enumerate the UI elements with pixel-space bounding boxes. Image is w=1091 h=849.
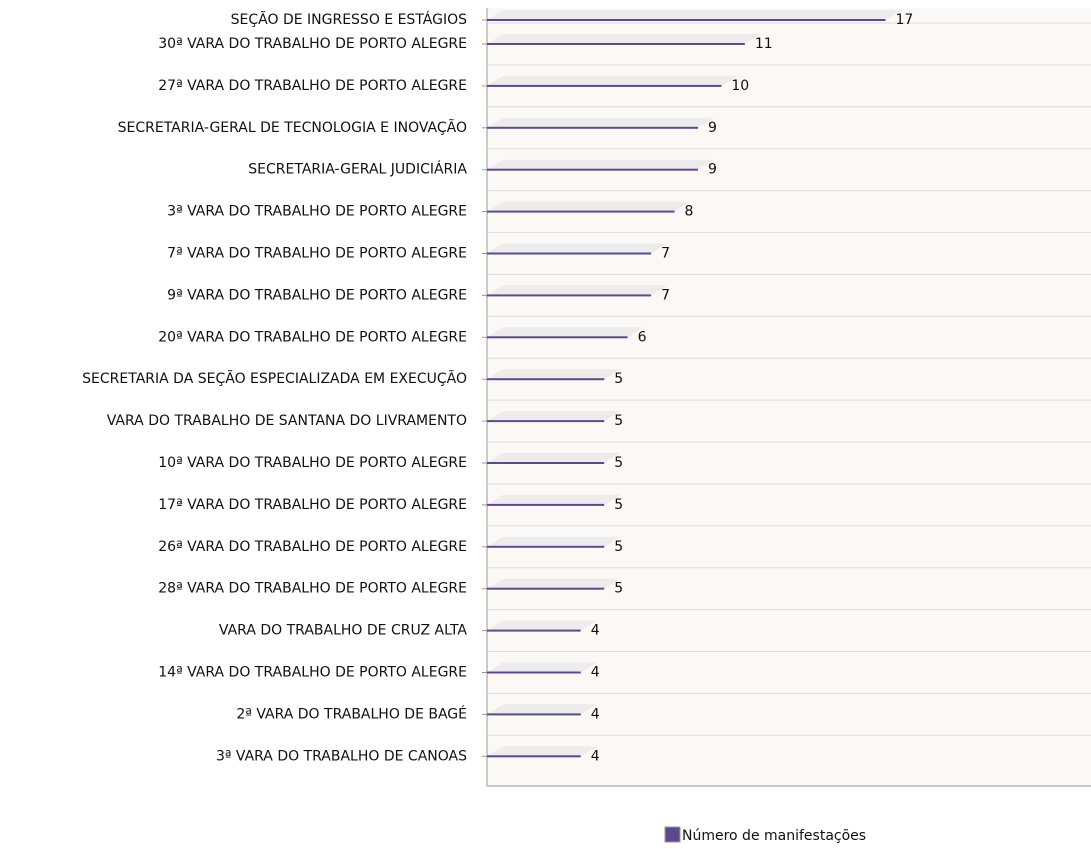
y-tick-label: 28ª VARA DO TRABALHO DE PORTO ALEGRE <box>158 581 467 597</box>
y-tick-label: SEÇÃO DE INGRESSO E ESTÁGIOS <box>231 11 467 28</box>
bar <box>487 587 605 590</box>
bar <box>487 713 581 716</box>
bar-shadow <box>487 620 597 631</box>
bar-shadow <box>487 159 714 170</box>
bar <box>487 503 605 506</box>
data-label: 4 <box>591 623 600 639</box>
bar-shadow <box>487 75 738 86</box>
bar-shadow <box>487 662 597 673</box>
y-tick-label: 3ª VARA DO TRABALHO DE CANOAS <box>216 748 467 764</box>
y-tick-label: 14ª VARA DO TRABALHO DE PORTO ALEGRE <box>158 665 467 681</box>
bar-shadow <box>487 453 621 463</box>
bar <box>487 168 698 171</box>
y-tick-label: 27ª VARA DO TRABALHO DE PORTO ALEGRE <box>158 78 467 94</box>
data-label: 11 <box>755 36 773 52</box>
data-label: 4 <box>591 706 600 722</box>
y-tick-label: VARA DO TRABALHO DE CRUZ ALTA <box>219 623 467 639</box>
bar <box>487 629 581 632</box>
data-label: 5 <box>614 371 623 387</box>
y-tick-label: 30ª VARA DO TRABALHO DE PORTO ALEGRE <box>158 36 467 52</box>
y-tick-label: 9ª VARA DO TRABALHO DE PORTO ALEGRE <box>167 287 467 303</box>
data-label: 6 <box>638 329 647 345</box>
bar <box>487 19 886 21</box>
bar <box>487 252 652 255</box>
data-label: 7 <box>661 246 670 262</box>
bar <box>487 126 698 129</box>
data-label: 17 <box>895 12 913 28</box>
y-tick-label: 17ª VARA DO TRABALHO DE PORTO ALEGRE <box>158 497 467 513</box>
bar <box>487 671 581 674</box>
bar-shadow <box>487 10 902 20</box>
data-label: 8 <box>685 204 694 220</box>
data-label: 5 <box>614 497 623 513</box>
bar <box>487 462 605 464</box>
bar <box>487 420 605 423</box>
data-label: 5 <box>614 455 623 471</box>
data-label: 5 <box>614 581 623 597</box>
bar <box>487 336 628 339</box>
bar-shadow <box>487 704 597 715</box>
y-tick-label: 10ª VARA DO TRABALHO DE PORTO ALEGRE <box>158 455 467 471</box>
data-label: 9 <box>708 162 717 178</box>
bar <box>487 43 745 45</box>
data-label: 9 <box>708 120 717 136</box>
bar <box>487 545 605 548</box>
y-tick-label: SECRETARIA-GERAL JUDICIÁRIA <box>248 161 467 178</box>
data-label: 5 <box>614 539 623 555</box>
bar-shadow <box>487 369 621 380</box>
data-label: 4 <box>591 665 600 681</box>
y-tick-label: 2ª VARA DO TRABALHO DE BAGÉ <box>236 705 467 722</box>
y-tick-label: SECRETARIA DA SEÇÃO ESPECIALIZADA EM EXE… <box>82 370 467 387</box>
bar <box>487 378 605 381</box>
y-tick-label: 20ª VARA DO TRABALHO DE PORTO ALEGRE <box>158 329 467 345</box>
bar <box>487 294 652 297</box>
y-tick-label: VARA DO TRABALHO DE SANTANA DO LIVRAMENT… <box>107 413 467 429</box>
data-label: 7 <box>661 287 670 303</box>
bar-shadow <box>487 201 691 212</box>
bar-shadow <box>487 578 621 589</box>
bar-shadow <box>487 411 621 422</box>
bar-shadow <box>487 746 597 757</box>
data-label: 10 <box>731 78 749 94</box>
y-tick-label: 26ª VARA DO TRABALHO DE PORTO ALEGRE <box>158 539 467 555</box>
bar <box>487 210 675 213</box>
bar-shadow <box>487 327 644 338</box>
bar-shadow <box>487 117 714 128</box>
y-tick-label: 3ª VARA DO TRABALHO DE PORTO ALEGRE <box>167 204 467 220</box>
y-tick-label: 7ª VARA DO TRABALHO DE PORTO ALEGRE <box>167 246 467 262</box>
bar-shadow <box>487 243 668 254</box>
plot-area <box>487 8 1091 786</box>
bar-shadow <box>487 34 761 44</box>
bar-shadow <box>487 285 668 296</box>
legend-swatch <box>664 826 681 843</box>
bar <box>487 755 581 758</box>
bar <box>487 84 722 87</box>
legend-label: Número de manifestações <box>682 828 866 844</box>
data-label: 5 <box>614 413 623 429</box>
y-tick-label: SECRETARIA-GERAL DE TECNOLOGIA E INOVAÇÃ… <box>118 119 467 136</box>
bar-shadow <box>487 536 621 547</box>
data-label: 4 <box>591 748 600 764</box>
bar-shadow <box>487 494 621 505</box>
